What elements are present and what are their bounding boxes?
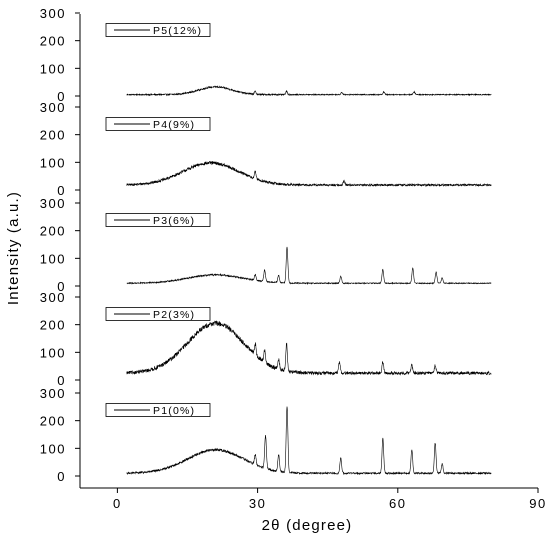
x-tick-label: 30 bbox=[249, 496, 266, 511]
panel-1: 0 100 200 300 P5(12%) bbox=[40, 6, 492, 104]
panel-2: 0 100 200 300 P4(9%) bbox=[40, 100, 492, 198]
y-tick-label: 200 bbox=[40, 224, 66, 239]
legend-label: P1(0%) bbox=[153, 405, 195, 417]
legend-box bbox=[105, 117, 211, 131]
legend-box bbox=[105, 213, 211, 227]
y-tick-label: 300 bbox=[40, 6, 66, 21]
x-axis: 0 30 60 90 bbox=[79, 14, 546, 511]
x-axis-title: 2θ (degree) bbox=[262, 517, 353, 534]
panels: 0 100 200 300 P5(12%) 0 100 200 300 P4(9%) 0 100 200… bbox=[40, 6, 492, 484]
y-tick-label: 0 bbox=[57, 373, 66, 388]
y-tick-label: 0 bbox=[57, 183, 66, 198]
panel-5: 0 100 200 300 P1(0%) bbox=[40, 386, 492, 484]
x-tick-label: 90 bbox=[529, 496, 546, 511]
y-tick-label: 100 bbox=[40, 61, 66, 76]
y-tick-label: 200 bbox=[40, 414, 66, 429]
y-tick-label: 200 bbox=[40, 318, 66, 333]
y-tick-label: 300 bbox=[40, 386, 66, 401]
series-line bbox=[126, 320, 492, 376]
y-axis-title: Intensity (a.u.) bbox=[5, 191, 22, 305]
series-line bbox=[126, 160, 492, 188]
legend-box bbox=[105, 403, 211, 417]
y-tick-label: 100 bbox=[40, 155, 66, 170]
y-tick-label: 0 bbox=[57, 469, 66, 484]
y-tick-label: 100 bbox=[40, 441, 66, 456]
series-line bbox=[126, 406, 492, 476]
series-line bbox=[126, 85, 492, 97]
legend-box bbox=[105, 23, 211, 37]
x-tick-label: 0 bbox=[113, 496, 122, 511]
y-tick-label: 100 bbox=[40, 345, 66, 360]
y-tick-label: 300 bbox=[40, 290, 66, 305]
series-line bbox=[126, 246, 492, 285]
panel-3: 0 100 200 300 P3(6%) bbox=[40, 196, 492, 294]
y-tick-label: 100 bbox=[40, 251, 66, 266]
y-tick-label: 300 bbox=[40, 196, 66, 211]
y-tick-label: 200 bbox=[40, 34, 66, 49]
legend-label: P3(6%) bbox=[153, 215, 195, 227]
y-tick-label: 200 bbox=[40, 128, 66, 143]
y-tick-label: 0 bbox=[57, 279, 66, 294]
legend-box bbox=[105, 307, 211, 321]
y-tick-label: 300 bbox=[40, 100, 66, 115]
legend-label: P2(3%) bbox=[153, 309, 195, 321]
legend-label: P4(9%) bbox=[153, 119, 195, 131]
legend-label: P5(12%) bbox=[153, 25, 202, 37]
x-tick-label: 60 bbox=[389, 496, 406, 511]
panel-4: 0 100 200 300 P2(3%) bbox=[40, 290, 492, 388]
y-tick-label: 0 bbox=[57, 89, 66, 104]
